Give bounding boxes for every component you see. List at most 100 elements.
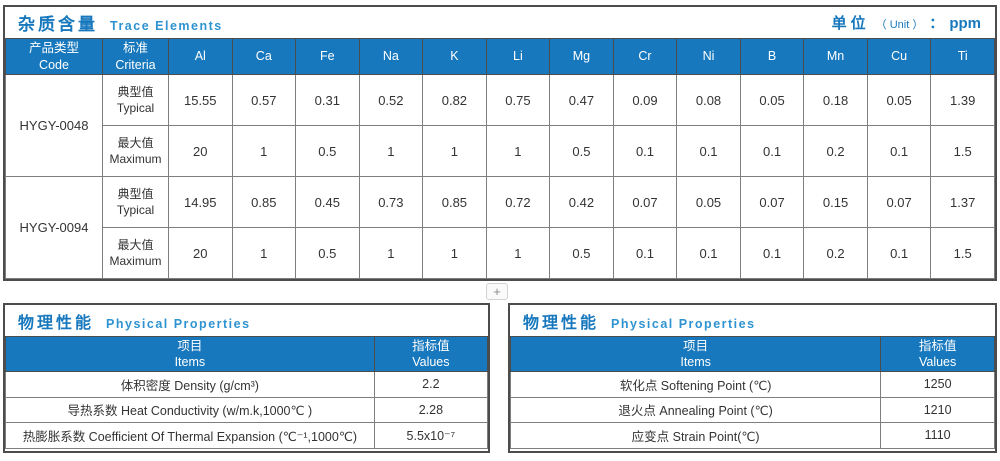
col-header-element: Na <box>358 38 424 75</box>
trace-value: 1.5 <box>930 227 995 279</box>
phys-right-title: 物理性能 Physical Properties <box>523 309 756 333</box>
trace-row-0094-typical: HYGY-0094 典型值 Typical 14.95 0.85 0.45 0.… <box>5 176 995 279</box>
trace-value: 1.37 <box>930 176 995 228</box>
trace-value: 1.5 <box>930 125 995 177</box>
phys-left-row-thermal-expansion: 热膨胀系数 Coefficient Of Thermal Expansion (… <box>5 422 489 449</box>
trace-value: 0.85 <box>231 176 297 228</box>
phys-left-row-density: 体积密度 Density (g/cm³) 2.2 <box>5 371 489 398</box>
criteria-en: Typical <box>116 203 155 217</box>
col-header-element: Cu <box>866 38 932 75</box>
col-header-element: Fe <box>295 38 360 75</box>
trace-value: 20 <box>168 227 233 279</box>
trace-value: 20 <box>168 125 233 177</box>
trace-value: 0.73 <box>358 176 424 228</box>
property-item: 退火点 Annealing Point (℃) <box>509 396 882 423</box>
phys-right-titlebar: 物理性能 Physical Properties <box>510 305 995 336</box>
trace-value: 0.1 <box>739 125 805 177</box>
phys-left-table: 项目 Items 指标值 Values 体积密度 Density (g/cm³)… <box>5 336 489 449</box>
physical-properties-left-panel: 物理性能 Physical Properties 项目 Items 指标值 Va… <box>3 303 490 453</box>
col-header-values: 指标值 Values <box>880 336 995 372</box>
trace-value: 14.95 <box>168 176 233 228</box>
trace-value: 0.18 <box>803 74 868 126</box>
trace-value: 0.05 <box>866 74 932 126</box>
phys-right-header-row: 项目 Items 指标值 Values <box>509 336 995 372</box>
phys-right-title-zh: 物理性能 <box>523 314 600 332</box>
expand-button[interactable]: + <box>486 283 508 300</box>
criteria-label: 最大值 Maximum <box>102 227 169 279</box>
trace-row-0094-maximum: 最大值 Maximum 20 1 0.5 1 1 1 0.5 0.1 0.1 0… <box>6 227 995 279</box>
col-header-items: 项目 Items <box>5 336 375 372</box>
phys-left-header-row: 项目 Items 指标值 Values <box>5 336 489 372</box>
trace-value: 0.1 <box>676 227 741 279</box>
property-item: 导热系数 Heat Conductivity (w/m.k,1000℃ ) <box>5 396 375 423</box>
trace-table: 产品类型 Code 标准 Criteria Al Ca Fe Na K Li M… <box>5 38 995 279</box>
criteria-label: 典型值 Typical <box>102 176 169 228</box>
phys-right-row-annealing-point: 退火点 Annealing Point (℃) 1210 <box>509 396 995 423</box>
trace-value: 0.45 <box>295 176 360 228</box>
trace-value: 0.1 <box>866 227 932 279</box>
trace-value: 0.1 <box>612 125 678 177</box>
trace-value: 0.07 <box>866 176 932 228</box>
phys-right-row-strain-point: 应变点 Strain Point(℃) 1110 <box>509 422 995 449</box>
property-value: 1110 <box>880 422 995 449</box>
col-header-items-en: Items <box>174 355 206 369</box>
phys-left-title-en: Physical Properties <box>106 316 251 331</box>
trace-value: 0.52 <box>358 74 424 126</box>
phys-right-table: 项目 Items 指标值 Values 软化点 Softening Point … <box>509 336 995 449</box>
criteria-en: Maximum <box>109 152 162 166</box>
trace-header-row: 产品类型 Code 标准 Criteria Al Ca Fe Na K Li M… <box>5 38 995 75</box>
trace-value: 0.07 <box>739 176 805 228</box>
col-header-items-zh: 项目 <box>177 338 203 353</box>
trace-value: 1 <box>358 227 424 279</box>
criteria-label: 典型值 Typical <box>102 74 169 126</box>
trace-value: 0.82 <box>422 74 487 126</box>
trace-title-zh: 杂质含量 <box>18 15 98 34</box>
trace-row-0048-typical: HYGY-0048 典型值 Typical 15.55 0.57 0.31 0.… <box>5 74 995 177</box>
phys-left-titlebar: 物理性能 Physical Properties <box>5 305 488 336</box>
phys-left-title-zh: 物理性能 <box>18 314 95 332</box>
col-header-code-en: Code <box>39 57 69 72</box>
col-header-element: Mn <box>803 38 868 75</box>
property-item: 软化点 Softening Point (℃) <box>509 371 882 398</box>
trace-row-0048-maximum: 最大值 Maximum 20 1 0.5 1 1 1 0.5 0.1 0.1 0… <box>6 125 995 177</box>
trace-value: 0.85 <box>422 176 487 228</box>
trace-value: 1 <box>231 125 297 177</box>
phys-left-title: 物理性能 Physical Properties <box>18 309 251 333</box>
trace-titlebar: 杂质含量 Trace Elements 单位 （ Unit ） ： ppm <box>5 7 995 38</box>
trace-elements-panel: 杂质含量 Trace Elements 单位 （ Unit ） ： ppm 产品… <box>3 5 997 281</box>
col-header-values-zh: 指标值 <box>918 338 957 353</box>
trace-value: 0.09 <box>612 74 678 126</box>
col-header-items-zh: 项目 <box>683 338 709 353</box>
trace-value: 1 <box>358 125 424 177</box>
trace-value: 0.15 <box>803 176 868 228</box>
unit-zh: 单位 <box>831 15 870 32</box>
trace-value: 0.1 <box>866 125 932 177</box>
trace-value: 0.08 <box>676 74 741 126</box>
trace-title: 杂质含量 Trace Elements <box>18 10 223 35</box>
criteria-en: Typical <box>116 101 155 115</box>
property-value: 1210 <box>880 396 995 423</box>
property-value: 2.28 <box>373 396 489 423</box>
trace-title-en: Trace Elements <box>110 19 223 33</box>
col-header-items-en: Items <box>680 355 711 369</box>
trace-value: 0.57 <box>231 74 297 126</box>
property-item: 应变点 Strain Point(℃) <box>509 422 882 449</box>
col-header-criteria-zh: 标准 <box>122 41 148 56</box>
trace-value: 0.05 <box>739 74 805 126</box>
product-code: HYGY-0094 <box>5 176 103 279</box>
property-value: 5.5x10⁻⁷ <box>373 422 489 449</box>
trace-value: 1.39 <box>930 74 995 126</box>
trace-value: 0.07 <box>612 176 678 228</box>
trace-value: 1 <box>485 125 551 177</box>
trace-value: 0.1 <box>612 227 678 279</box>
col-header-element: Ni <box>676 38 741 75</box>
col-header-element: Ti <box>930 38 995 75</box>
col-header-values-en: Values <box>918 355 957 369</box>
trace-value: 1 <box>485 227 551 279</box>
col-header-element: B <box>739 38 805 75</box>
col-header-values-zh: 指标值 <box>412 338 450 353</box>
trace-value: 0.31 <box>295 74 360 126</box>
trace-value: 0.75 <box>485 74 551 126</box>
col-header-criteria: 标准 Criteria <box>102 38 169 75</box>
trace-value: 0.2 <box>803 227 868 279</box>
